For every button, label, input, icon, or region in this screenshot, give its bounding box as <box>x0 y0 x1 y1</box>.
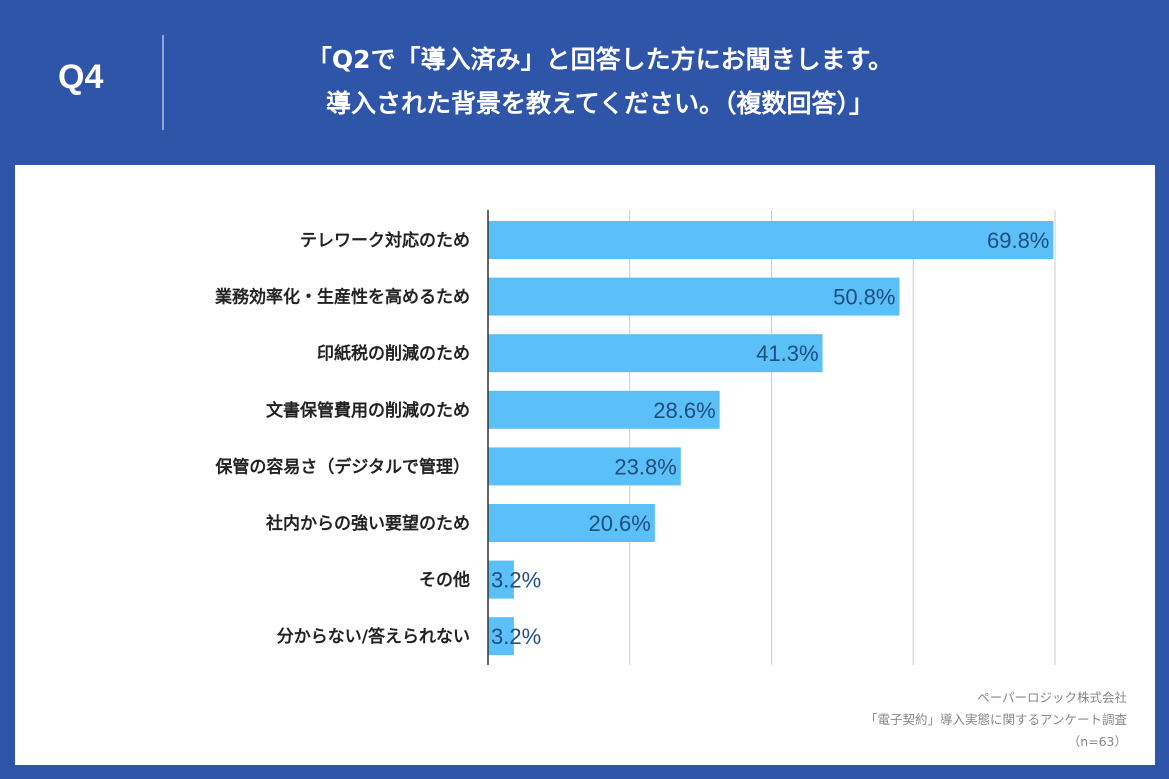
category-label: 業務効率化・生産性を高めるため <box>215 287 470 308</box>
category-label: テレワーク対応のため <box>300 230 470 251</box>
chart-panel: テレワーク対応のため 69.8% 業務効率化・生産性を高めるため 50.8% 印紙税の削… <box>15 165 1155 765</box>
value-label: 41.3% <box>756 341 818 366</box>
question-number: Q4 <box>58 58 104 96</box>
bar <box>488 560 514 599</box>
category-label: 文書保管費用の削減のため <box>266 400 470 421</box>
value-label: 23.8% <box>614 454 676 479</box>
sample-size: （n=63） <box>1067 734 1127 749</box>
bar <box>488 221 1054 259</box>
source-company: ペーパーロジック株式会社 <box>977 690 1127 705</box>
value-label: 69.8% <box>987 228 1049 253</box>
source-survey: 「電子契約」導入実態に関するアンケート調査 <box>864 712 1127 727</box>
value-label: 28.6% <box>653 398 715 423</box>
bar <box>488 277 900 316</box>
bar <box>488 447 681 486</box>
question-title: 「Q2で「導入済み」と回答した方にお聞きします。 導入された背景を教えてください… <box>180 38 1020 126</box>
title-line-1: 「Q2で「導入済み」と回答した方にお聞きします。 <box>306 45 894 74</box>
category-label: 印紙税の削減のため <box>317 343 470 364</box>
bar-chart: テレワーク対応のため 69.8% 業務効率化・生産性を高めるため 50.8% 印紙税の削… <box>214 210 1056 665</box>
category-label: その他 <box>419 570 470 591</box>
title-line-2: 導入された背景を教えてください。（複数回答）」 <box>325 89 874 118</box>
bar <box>488 617 514 656</box>
value-label: 50.8% <box>833 285 895 310</box>
bar <box>488 504 655 542</box>
header-divider <box>162 35 164 130</box>
bar <box>488 334 823 373</box>
bar <box>488 390 720 429</box>
value-label: 3.2% <box>491 568 541 593</box>
category-label: 分からない/答えられない <box>277 626 470 647</box>
category-label: 社内からの強い要望のため <box>265 513 470 534</box>
category-label: 保管の容易さ（デジタルで管理） <box>214 456 470 477</box>
value-label: 20.6% <box>588 511 650 536</box>
value-label: 3.2% <box>491 624 541 649</box>
source-note: ペーパーロジック株式会社 「電子契約」導入実態に関するアンケート調査 （n=63… <box>865 687 1127 753</box>
